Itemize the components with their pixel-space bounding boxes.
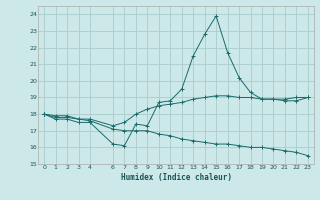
X-axis label: Humidex (Indice chaleur): Humidex (Indice chaleur)	[121, 173, 231, 182]
